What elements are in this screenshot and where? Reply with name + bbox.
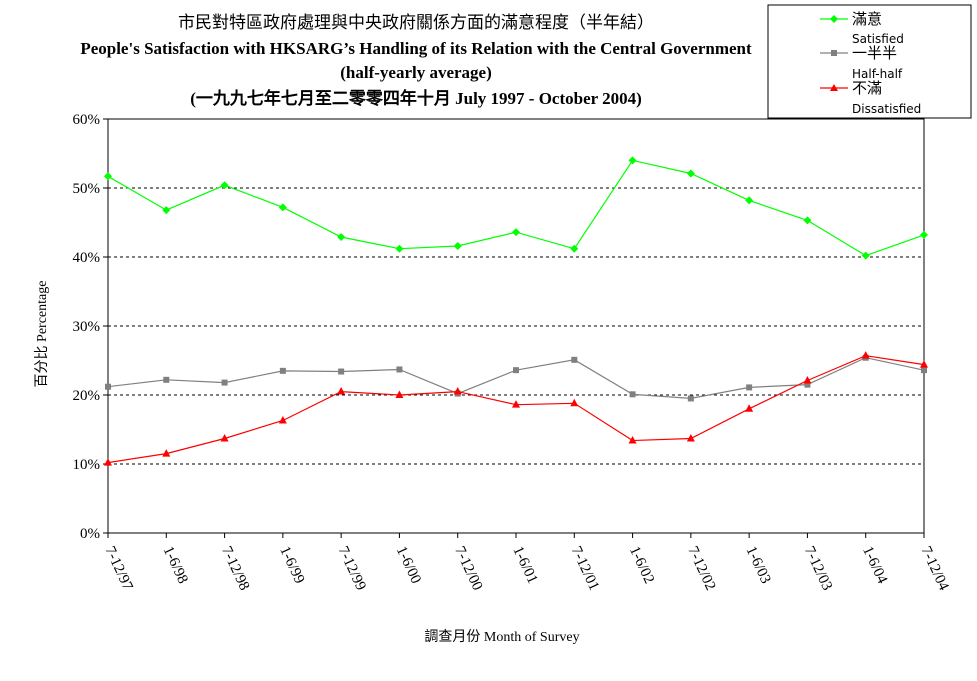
point-halfhalf-2 (221, 379, 228, 386)
x-tick-label-11: 1-6/03 (743, 544, 774, 586)
legend-label-satisfied-en: Satisfied (852, 32, 904, 46)
x-tick-label-3: 1-6/99 (276, 544, 307, 586)
point-dissatisfied-2 (220, 433, 229, 442)
point-halfhalf-10 (687, 395, 694, 402)
point-halfhalf-1 (163, 376, 170, 383)
point-halfhalf-11 (746, 384, 753, 391)
legend-label-halfhalf-en: Half-half (852, 67, 903, 81)
x-tick-label-14: 7-12/04 (917, 544, 951, 594)
y-axis-label: 百分比 Percentage (34, 281, 50, 388)
point-dissatisfied-4 (337, 387, 346, 395)
y-tick-label-30: 30% (73, 319, 101, 335)
point-satisfied-12 (803, 216, 812, 225)
point-halfhalf-4 (338, 368, 345, 375)
point-dissatisfied-1 (162, 449, 171, 457)
point-dissatisfied-12 (803, 376, 812, 384)
point-dissatisfied-0 (104, 458, 112, 466)
legend: 滿意 Satisfied 一半半 Half-half 不滿 Dissatisfi… (767, 4, 972, 119)
legend-item-halfhalf: 一半半 Half-half (820, 44, 903, 81)
point-satisfied-13 (861, 251, 870, 260)
legend-label-satisfied-zh: 滿意 (852, 10, 882, 28)
point-dissatisfied-3 (278, 416, 287, 424)
series-line-halfhalf (107, 357, 925, 400)
legend-label-halfhalf-zh: 一半半 (852, 44, 897, 62)
point-satisfied-0 (104, 172, 112, 181)
x-tick-label-1: 1-6/98 (160, 544, 191, 586)
title-line-4: (一九九七年七月至二零零四年十月 July 1997 - October 200… (190, 88, 642, 108)
x-tick-label-4: 7-12/99 (335, 544, 369, 593)
point-dissatisfied-5 (395, 390, 404, 398)
y-tick-label-50: 50% (73, 181, 101, 197)
point-dissatisfied-13 (861, 351, 870, 359)
legend-marker-dissatisfied (830, 84, 838, 91)
point-satisfied-5 (395, 244, 404, 253)
x-tick-label-9: 1-6/02 (626, 544, 657, 586)
legend-label-dissatisfied-zh: 不滿 (852, 79, 882, 97)
y-tick-label-60: 60% (73, 112, 101, 128)
point-satisfied-8 (570, 244, 579, 253)
point-halfhalf-3 (279, 367, 286, 374)
title-line-2: People's Satisfaction with HKSARG’s Hand… (80, 39, 752, 58)
x-tick-label-8: 7-12/01 (568, 544, 602, 593)
x-tick-label-13: 1-6/04 (859, 544, 890, 587)
point-dissatisfied-9 (628, 436, 637, 444)
point-satisfied-14 (920, 230, 928, 239)
point-halfhalf-8 (571, 356, 578, 363)
point-halfhalf-0 (105, 383, 111, 390)
point-satisfied-1 (162, 206, 171, 215)
point-satisfied-2 (220, 181, 229, 190)
point-satisfied-7 (512, 228, 520, 237)
y-tick-label-40: 40% (73, 250, 101, 266)
point-satisfied-6 (453, 241, 462, 250)
x-tick-label-7: 1-6/01 (509, 544, 540, 586)
y-tick-label-10: 10% (73, 457, 101, 473)
point-dissatisfied-6 (453, 387, 462, 395)
x-tick-label-0: 7-12/97 (101, 544, 135, 594)
legend-marker-satisfied (830, 15, 838, 23)
point-satisfied-3 (278, 203, 287, 212)
plot-area: 0% 10% 20% 30% 40% 50% 60% 7-12/97 1-6/98 7-12/98… (73, 112, 952, 593)
point-dissatisfied-11 (745, 404, 754, 412)
point-halfhalf-12 (804, 381, 811, 388)
point-satisfied-11 (745, 196, 754, 205)
legend-item-satisfied: 滿意 Satisfied (820, 10, 904, 46)
y-tick-label-0: 0% (80, 526, 100, 542)
legend-marker-halfhalf (831, 50, 837, 56)
x-tick-label-12: 7-12/03 (801, 544, 835, 593)
title-line-3: (half-yearly average) (340, 63, 492, 82)
title-line-1: 市民對特區政府處理與中央政府關係方面的滿意程度（半年結） (178, 13, 654, 33)
point-dissatisfied-14 (920, 360, 928, 368)
chart-title: 市民對特區政府處理與中央政府關係方面的滿意程度（半年結） People's Sa… (80, 13, 752, 108)
point-dissatisfied-8 (570, 398, 579, 407)
x-axis-label: 調查月份 Month of Survey (424, 629, 579, 645)
x-tick-label-6: 7-12/00 (451, 544, 485, 593)
x-tick-label-2: 7-12/98 (218, 544, 252, 593)
series-line-satisfied (107, 159, 925, 257)
legend-label-dissatisfied-en: Dissatisfied (852, 102, 921, 116)
y-tick-label-20: 20% (73, 388, 101, 404)
x-tick-label-10: 7-12/02 (684, 544, 718, 593)
point-halfhalf-9 (629, 391, 636, 398)
legend-box (767, 4, 972, 119)
point-halfhalf-14 (921, 367, 927, 374)
point-satisfied-9 (628, 156, 637, 165)
point-dissatisfied-10 (686, 433, 695, 442)
point-satisfied-4 (337, 232, 346, 241)
point-satisfied-10 (686, 169, 695, 178)
point-halfhalf-7 (513, 367, 519, 374)
legend-item-dissatisfied: 不滿 Dissatisfied (820, 79, 921, 116)
point-dissatisfied-7 (512, 400, 520, 408)
x-tick-label-5: 1-6/00 (393, 544, 424, 586)
point-halfhalf-5 (396, 366, 403, 373)
